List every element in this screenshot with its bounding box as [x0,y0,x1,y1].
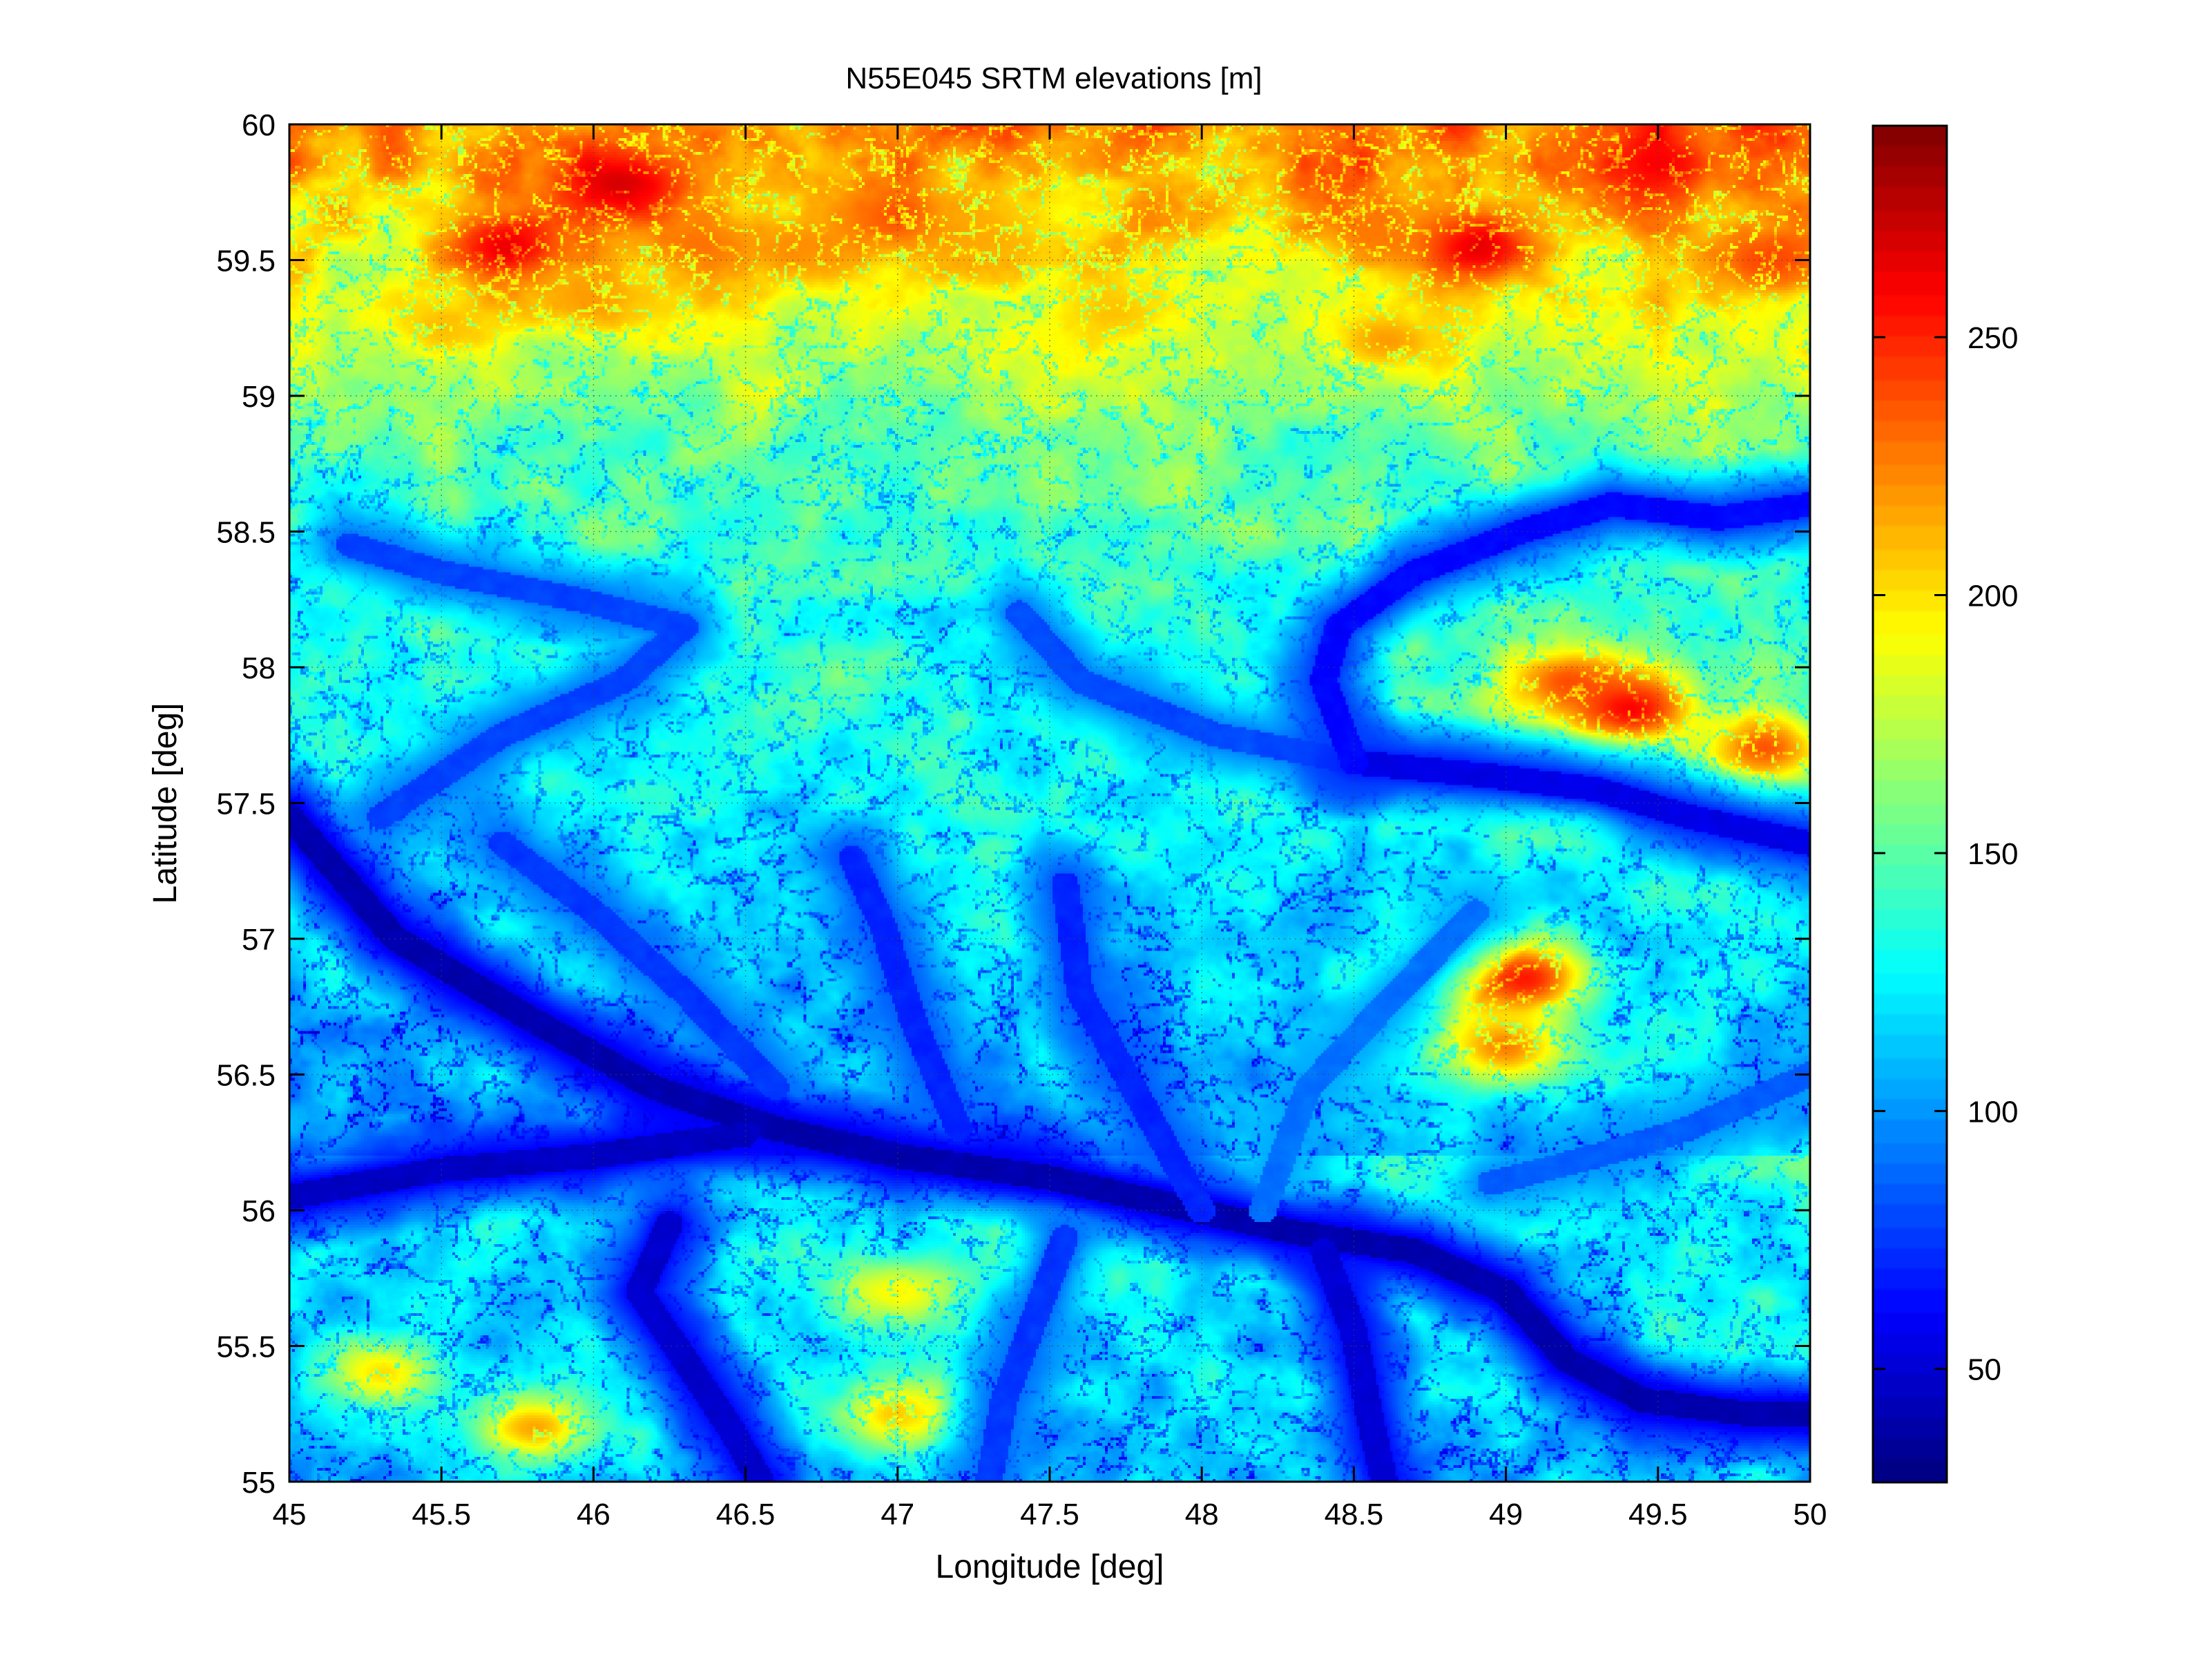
x-tick-label: 45.5 [412,1498,471,1531]
y-tick-label: 59 [242,380,276,414]
x-tick-label: 45 [273,1498,307,1531]
x-tick-label: 48.5 [1325,1498,1384,1531]
colorbar-ticks: 50 100 150 200 250 [1873,321,2018,1387]
y-tick-label: 56.5 [216,1059,276,1093]
colorbar-tick-label: 250 [1968,321,2018,355]
x-axis-ticks: 45 45.5 46 46.5 47 47.5 48 48.5 49 49.5 50 [273,124,1827,1531]
colorbar-frame [1872,124,1948,1484]
y-tick-label: 55.5 [216,1330,276,1364]
chart-title: N55E045 SRTM elevations [m] [845,61,1262,95]
y-tick-label: 60 [242,108,276,142]
colorbar-tick-label: 100 [1968,1095,2018,1129]
x-axis-label: Longitude [deg] [936,1549,1164,1585]
x-tick-label: 46.5 [716,1498,776,1531]
x-tick-label: 49 [1489,1498,1523,1531]
x-tick-label: 47 [881,1498,914,1531]
y-tick-label: 59.5 [216,245,276,278]
y-tick-label: 56 [242,1194,276,1228]
x-tick-label: 47.5 [1020,1498,1079,1531]
heatmap-image-container [289,124,1810,1482]
colorbar-tick-label: 50 [1968,1353,2001,1387]
colorbar-tick-label: 150 [1968,837,2018,871]
colorbar-container [1873,126,1947,1482]
y-tick-label: 55 [242,1466,276,1500]
elevation-heatmap [289,124,1810,1482]
y-tick-label: 58 [242,651,276,685]
y-tick-label: 58.5 [216,516,276,550]
y-axis-ticks: 55 55.5 56 56.5 57 57.5 58 58.5 59 59.5 60 [216,108,1810,1500]
x-tick-label: 49.5 [1628,1498,1688,1531]
y-axis-label: Latitude [deg] [147,703,184,904]
colorbar-tick-label: 200 [1968,580,2018,613]
y-tick-label: 57.5 [216,787,276,821]
x-tick-label: 46 [577,1498,610,1531]
x-tick-label: 48 [1185,1498,1219,1531]
y-tick-label: 57 [242,923,276,957]
colorbar-gradient [1873,126,1947,1482]
x-tick-label: 50 [1793,1498,1827,1531]
